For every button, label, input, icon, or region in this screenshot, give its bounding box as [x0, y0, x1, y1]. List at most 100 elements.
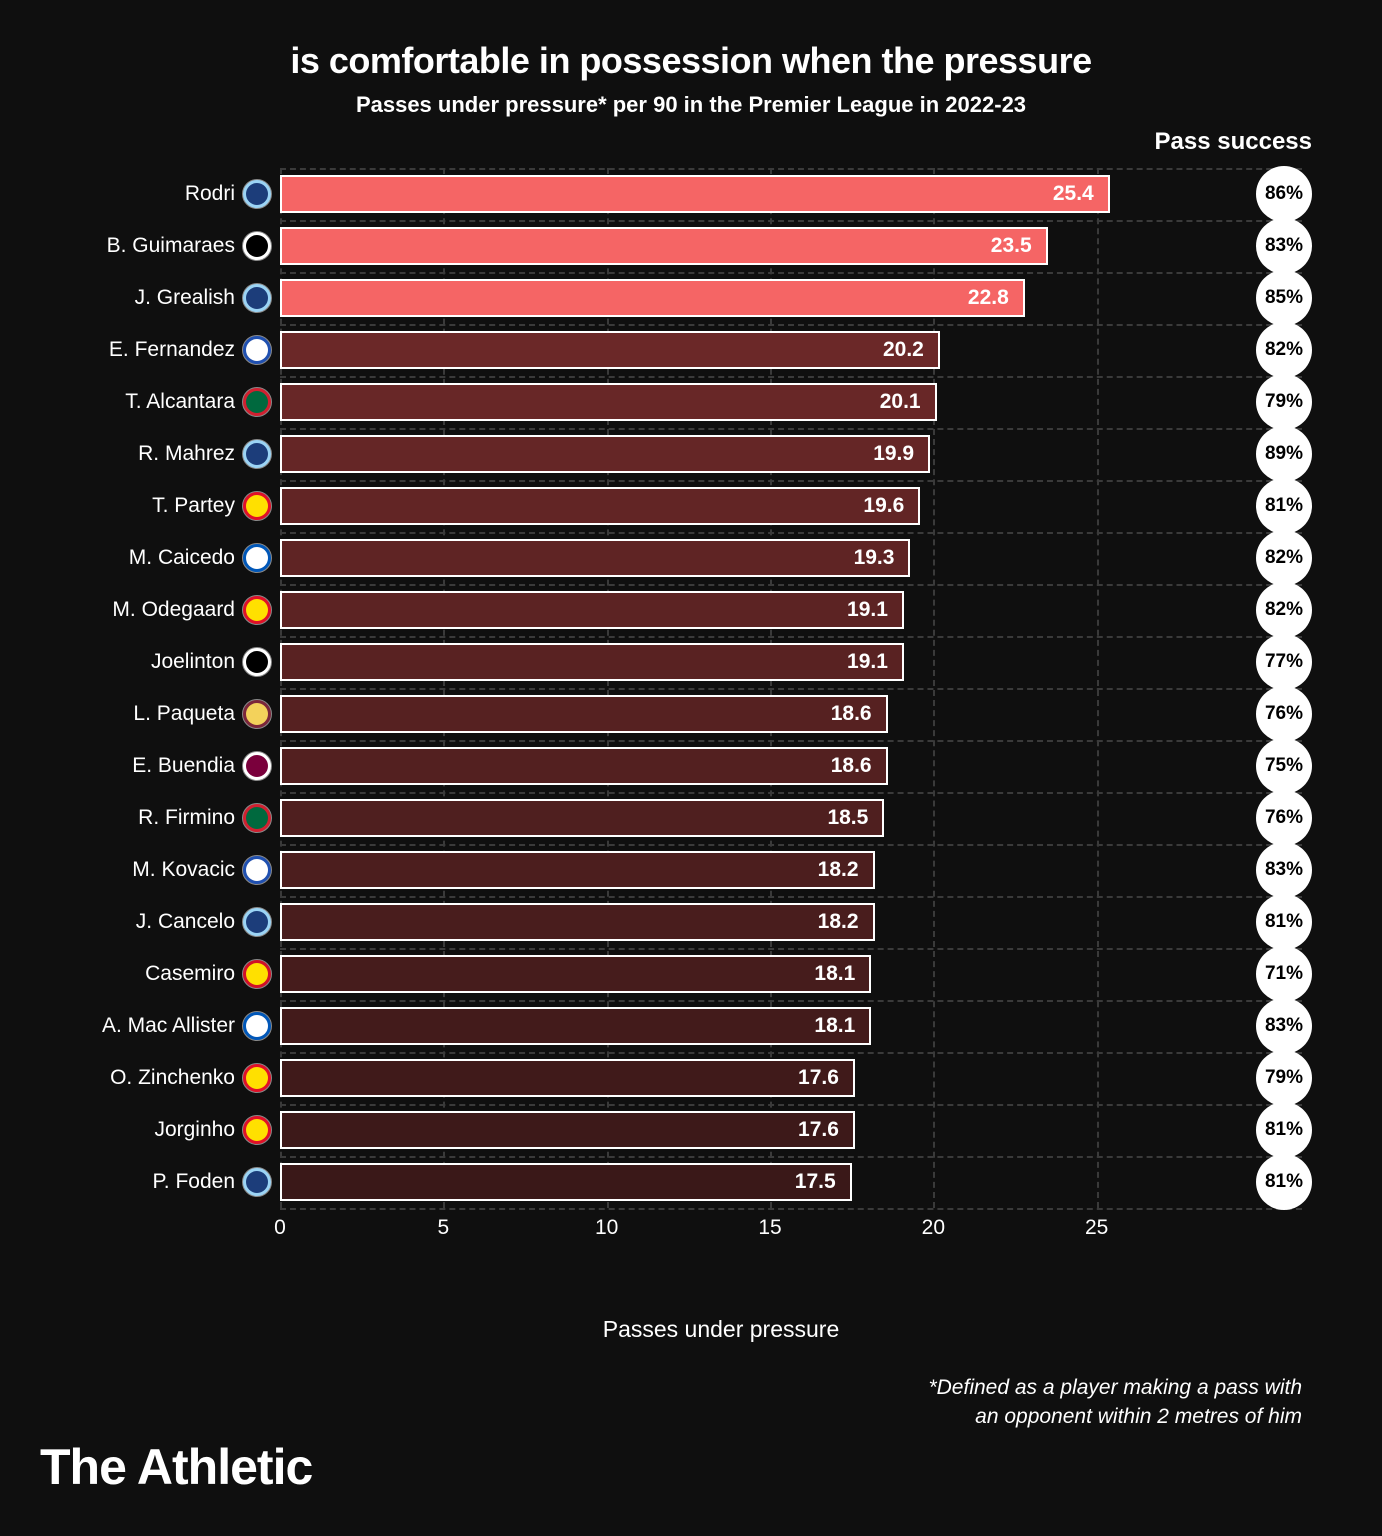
bar: 20.1: [280, 383, 937, 421]
team-crest-icon: [242, 387, 272, 417]
pass-success-badge: 75%: [1256, 738, 1312, 794]
pass-success-badge: 76%: [1256, 790, 1312, 846]
team-crest-icon: [242, 1167, 272, 1197]
bar: 17.6: [280, 1111, 855, 1149]
bar-value: 18.1: [814, 962, 855, 986]
chart-row: R. Mahrez19.989%: [280, 428, 1162, 480]
player-label: L. Paqueta: [60, 702, 235, 726]
player-label: A. Mac Allister: [60, 1014, 235, 1038]
pass-success-badge: 82%: [1256, 582, 1312, 638]
pass-success-badge: 81%: [1256, 1102, 1312, 1158]
bar: 23.5: [280, 227, 1048, 265]
bar-value: 18.2: [818, 858, 859, 882]
x-tick: 10: [595, 1216, 618, 1240]
pass-success-badge: 76%: [1256, 686, 1312, 742]
pass-success-badge: 71%: [1256, 946, 1312, 1002]
x-tick: 20: [922, 1216, 945, 1240]
team-crest-icon: [242, 335, 272, 365]
bar-value: 18.6: [831, 754, 872, 778]
chart-footnote: *Defined as a player making a pass with …: [60, 1373, 1322, 1432]
pass-success-badge: 79%: [1256, 1050, 1312, 1106]
bar: 19.1: [280, 643, 904, 681]
bar-value: 25.4: [1053, 182, 1094, 206]
bar: 18.2: [280, 851, 875, 889]
team-crest-icon: [242, 439, 272, 469]
bar: 20.2: [280, 331, 940, 369]
pass-success-header: Pass success: [1155, 128, 1312, 156]
bar: 22.8: [280, 279, 1025, 317]
footnote-line-1: *Defined as a player making a pass with: [928, 1376, 1302, 1399]
pass-success-badge: 81%: [1256, 1154, 1312, 1210]
chart-row: M. Kovacic18.283%: [280, 844, 1162, 896]
chart-row: J. Cancelo18.281%: [280, 896, 1162, 948]
bar: 18.6: [280, 747, 888, 785]
player-label: E. Buendia: [60, 754, 235, 778]
pass-success-badge: 86%: [1256, 166, 1312, 222]
team-crest-icon: [242, 283, 272, 313]
team-crest-icon: [242, 1011, 272, 1041]
bar: 19.1: [280, 591, 904, 629]
player-label: R. Firmino: [60, 806, 235, 830]
team-crest-icon: [242, 959, 272, 989]
bar-value: 20.1: [880, 390, 921, 414]
x-axis: 0510152025: [280, 1216, 1162, 1266]
bar-value: 17.6: [798, 1066, 839, 1090]
pass-success-badge: 81%: [1256, 894, 1312, 950]
chart-row: P. Foden17.581%: [280, 1156, 1162, 1208]
player-label: T. Partey: [60, 494, 235, 518]
chart-row: Joelinton19.177%: [280, 636, 1162, 688]
pass-success-badge: 83%: [1256, 998, 1312, 1054]
player-label: Joelinton: [60, 650, 235, 674]
bar-value: 18.6: [831, 702, 872, 726]
bar: 18.6: [280, 695, 888, 733]
chart-row: O. Zinchenko17.679%: [280, 1052, 1162, 1104]
x-axis-label: Passes under pressure: [280, 1316, 1162, 1343]
bar: 18.5: [280, 799, 884, 837]
bar-value: 19.6: [863, 494, 904, 518]
pass-success-badge: 83%: [1256, 218, 1312, 274]
player-label: J. Grealish: [60, 286, 235, 310]
bar: 19.3: [280, 539, 910, 577]
team-crest-icon: [242, 1063, 272, 1093]
player-label: R. Mahrez: [60, 442, 235, 466]
team-crest-icon: [242, 491, 272, 521]
grid-line-horizontal: [280, 1208, 1302, 1210]
player-label: J. Cancelo: [60, 910, 235, 934]
chart-row: B. Guimaraes23.583%: [280, 220, 1162, 272]
chart-row: M. Odegaard19.182%: [280, 584, 1162, 636]
player-label: P. Foden: [60, 1170, 235, 1194]
chart-subtitle: Passes under pressure* per 90 in the Pre…: [60, 92, 1322, 118]
bar: 19.6: [280, 487, 920, 525]
team-crest-icon: [242, 855, 272, 885]
bar: 18.1: [280, 1007, 871, 1045]
x-tick: 0: [274, 1216, 286, 1240]
bar-value: 19.3: [854, 546, 895, 570]
bar: 17.5: [280, 1163, 852, 1201]
pass-success-badge: 77%: [1256, 634, 1312, 690]
player-label: M. Caicedo: [60, 546, 235, 570]
x-tick: 15: [758, 1216, 781, 1240]
team-crest-icon: [242, 1115, 272, 1145]
bar-value: 19.1: [847, 598, 888, 622]
chart-row: M. Caicedo19.382%: [280, 532, 1162, 584]
bar-value: 22.8: [968, 286, 1009, 310]
team-crest-icon: [242, 543, 272, 573]
chart-row: E. Buendia18.675%: [280, 740, 1162, 792]
bar: 19.9: [280, 435, 930, 473]
player-label: B. Guimaraes: [60, 234, 235, 258]
player-label: Jorginho: [60, 1118, 235, 1142]
pass-success-badge: 83%: [1256, 842, 1312, 898]
bar-value: 18.2: [818, 910, 859, 934]
chart-row: Jorginho17.681%: [280, 1104, 1162, 1156]
player-label: T. Alcantara: [60, 390, 235, 414]
team-crest-icon: [242, 179, 272, 209]
pass-success-badge: 81%: [1256, 478, 1312, 534]
chart-plot-area: Pass success Rodri25.486%B. Guimaraes23.…: [280, 168, 1162, 1343]
team-crest-icon: [242, 907, 272, 937]
team-crest-icon: [242, 231, 272, 261]
bar: 25.4: [280, 175, 1110, 213]
player-label: E. Fernandez: [60, 338, 235, 362]
chart-row: T. Partey19.681%: [280, 480, 1162, 532]
team-crest-icon: [242, 699, 272, 729]
player-label: Rodri: [60, 182, 235, 206]
